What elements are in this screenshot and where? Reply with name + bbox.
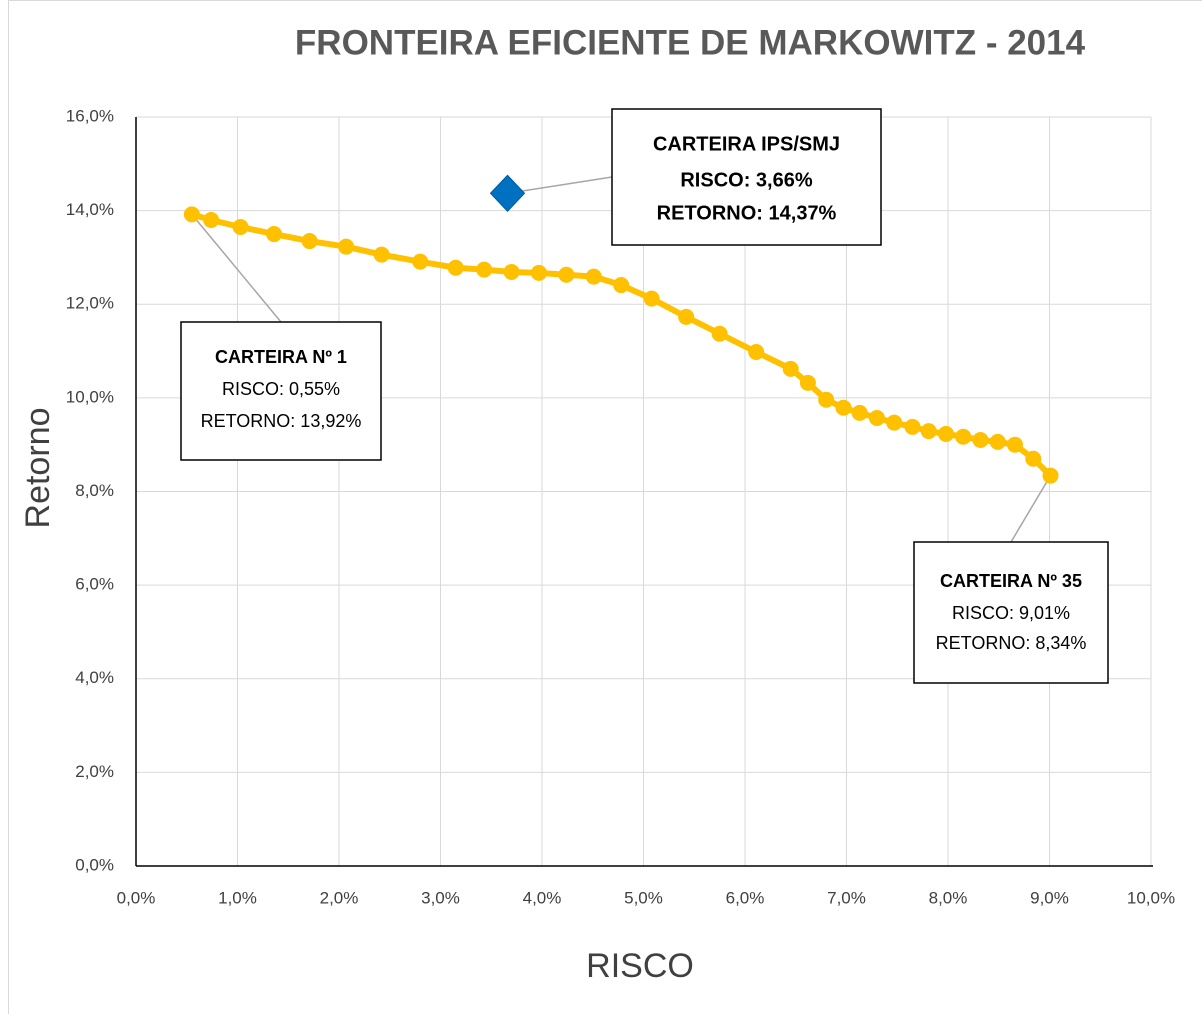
x-tick-label: 10,0% xyxy=(1127,888,1175,907)
data-point xyxy=(955,428,972,445)
annotation-text: CARTEIRA Nº 35 xyxy=(940,571,1082,591)
y-tick-label: 14,0% xyxy=(66,200,114,219)
data-point xyxy=(613,277,630,294)
data-point xyxy=(203,211,220,228)
data-point xyxy=(476,261,493,278)
data-point xyxy=(818,391,835,408)
data-point xyxy=(989,433,1006,450)
data-point xyxy=(412,253,429,270)
annotation-text: CARTEIRA IPS/SMJ xyxy=(653,133,840,155)
data-point xyxy=(183,206,200,223)
x-tick-label: 3,0% xyxy=(421,888,460,907)
annotation-box xyxy=(180,321,382,461)
y-tick-label: 16,0% xyxy=(66,106,114,125)
annotation-text: RISCO: 3,66% xyxy=(680,169,812,191)
x-axis-title: RISCO xyxy=(586,947,694,985)
y-tick-label: 2,0% xyxy=(75,762,114,781)
x-tick-label: 1,0% xyxy=(218,888,257,907)
data-point xyxy=(643,290,660,307)
x-tick-label: 9,0% xyxy=(1030,888,1069,907)
annotation-connector xyxy=(191,213,282,323)
y-tick-label: 10,0% xyxy=(66,387,114,406)
data-point xyxy=(835,399,852,416)
data-point xyxy=(799,374,816,391)
annotation-box xyxy=(913,541,1109,684)
chart-border xyxy=(8,0,1202,1014)
data-point xyxy=(1042,467,1059,484)
y-axis-title: Retorno xyxy=(19,408,57,529)
data-point xyxy=(266,226,283,243)
annotation-text: RETORNO: 8,34% xyxy=(936,633,1087,653)
data-point xyxy=(678,308,695,325)
x-tick-label: 8,0% xyxy=(929,888,968,907)
annotation-connector xyxy=(1010,475,1052,543)
data-point xyxy=(1006,436,1023,453)
y-tick-label: 6,0% xyxy=(75,575,114,594)
y-tick-label: 4,0% xyxy=(75,668,114,687)
y-tick-label: 0,0% xyxy=(75,855,114,874)
x-tick-label: 2,0% xyxy=(320,888,359,907)
data-point xyxy=(558,266,575,283)
data-point xyxy=(530,264,547,281)
x-tick-label: 4,0% xyxy=(523,888,562,907)
x-tick-label: 6,0% xyxy=(726,888,765,907)
data-point xyxy=(937,425,954,442)
x-tick-label: 0,0% xyxy=(117,888,156,907)
data-point xyxy=(338,238,355,255)
data-point xyxy=(851,404,868,421)
data-point xyxy=(886,414,903,431)
annotation-text: RISCO: 9,01% xyxy=(952,603,1070,623)
data-point xyxy=(585,268,602,285)
data-point xyxy=(373,246,390,263)
annotation-text: RETORNO: 14,37% xyxy=(657,202,837,224)
data-point xyxy=(782,360,799,377)
data-point xyxy=(489,174,526,213)
data-point xyxy=(711,325,728,342)
data-point xyxy=(868,410,885,427)
annotation-text: CARTEIRA Nº 1 xyxy=(215,347,347,367)
data-point xyxy=(232,219,249,236)
x-tick-label: 7,0% xyxy=(827,888,866,907)
y-tick-label: 8,0% xyxy=(75,481,114,500)
data-point xyxy=(748,343,765,360)
annotation-text: RISCO: 0,55% xyxy=(222,379,340,399)
data-point xyxy=(972,432,989,449)
y-tick-label: 12,0% xyxy=(66,294,114,313)
chart-title: FRONTEIRA EFICIENTE DE MARKOWITZ - 2014 xyxy=(295,23,1086,62)
data-point xyxy=(904,418,921,435)
data-point xyxy=(503,263,520,280)
annotation-text: RETORNO: 13,92% xyxy=(201,411,362,431)
x-tick-label: 5,0% xyxy=(624,888,663,907)
data-point xyxy=(447,259,464,276)
data-point xyxy=(1025,450,1042,467)
annotation-box xyxy=(611,108,882,246)
data-point xyxy=(301,233,318,250)
annotation-connector xyxy=(507,176,613,195)
data-point xyxy=(920,423,937,440)
